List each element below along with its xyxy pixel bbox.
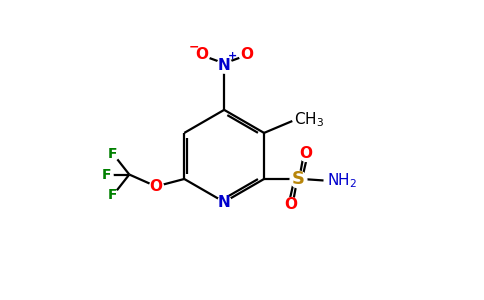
Text: NH$_2$: NH$_2$ (327, 171, 357, 190)
Text: N: N (218, 194, 230, 209)
Text: CH$_3$: CH$_3$ (294, 110, 324, 129)
Text: F: F (108, 188, 118, 202)
Text: O: O (284, 197, 297, 212)
Text: O: O (240, 47, 253, 62)
Text: O: O (150, 179, 163, 194)
Text: N: N (218, 58, 230, 73)
Text: F: F (102, 167, 112, 182)
Text: F: F (108, 147, 118, 161)
Text: O: O (196, 47, 209, 62)
Text: S: S (292, 170, 305, 188)
Text: O: O (299, 146, 312, 161)
Text: +: + (228, 51, 237, 62)
Text: −: − (188, 40, 199, 53)
